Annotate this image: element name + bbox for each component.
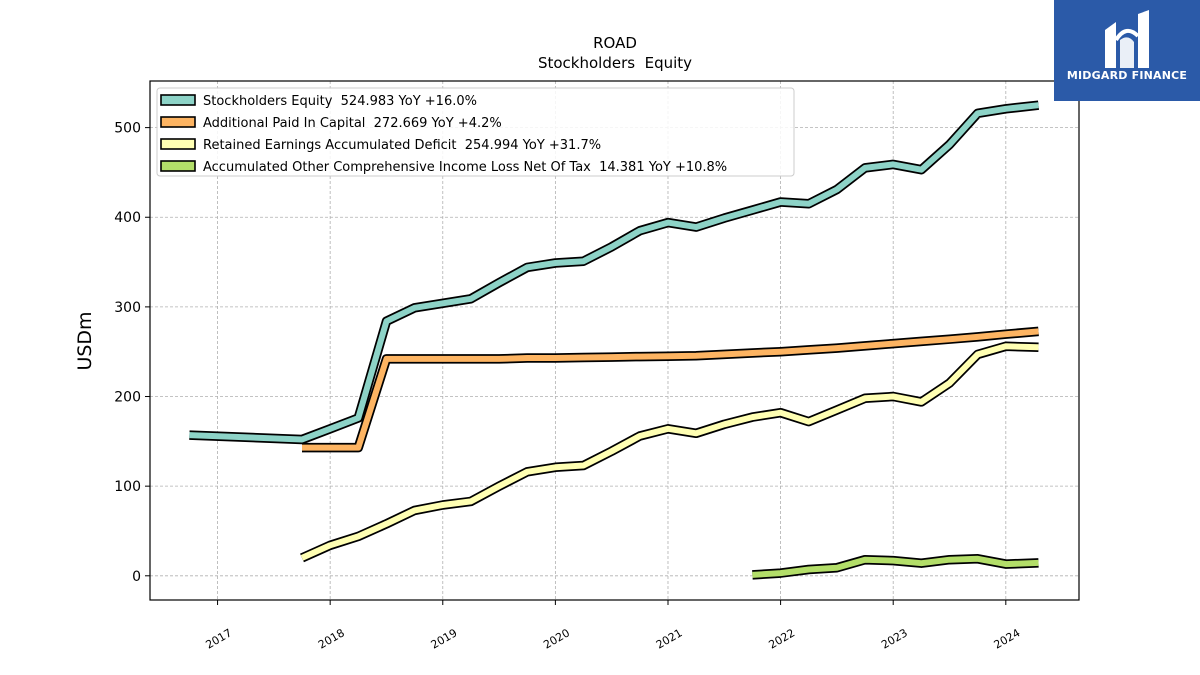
x-tick-label: 2022 (766, 626, 797, 651)
y-axis-label: USDm (74, 311, 96, 370)
series-line (752, 555, 1039, 578)
legend-label: Retained Earnings Accumulated Deficit 25… (203, 138, 601, 153)
x-tick-label: 2020 (541, 626, 572, 651)
series-3 (300, 341, 1039, 563)
brand-logo: MIDGARD FINANCE (1054, 0, 1200, 101)
x-tick-label: 2021 (654, 626, 685, 651)
legend-label: Additional Paid In Capital 272.669 YoY +… (203, 116, 502, 131)
midgard-logo-icon (1105, 10, 1149, 68)
legend-swatch (160, 94, 196, 106)
legend-swatch (160, 116, 196, 128)
y-tick-label: 0 (132, 569, 141, 585)
series-line-outline (300, 341, 1039, 563)
series-1 (189, 100, 1040, 445)
y-tick-label: 300 (114, 300, 141, 316)
x-tick-label: 2024 (992, 626, 1023, 651)
axis-ticks: 0 100 200 300 400 500 2017 2018 2019 2020 2021 2022… (114, 121, 1022, 652)
x-tick-label: 2017 (203, 626, 234, 651)
series-line (302, 328, 1039, 451)
chart-subtitle: Stockholders Equity (538, 54, 692, 72)
series-layer (189, 100, 1040, 580)
legend-swatch (160, 138, 196, 150)
x-tick-label: 2023 (879, 626, 910, 651)
y-tick-label: 500 (114, 121, 141, 137)
series-line (189, 102, 1039, 443)
legend-box (156, 87, 795, 177)
chart-title: ROAD (593, 34, 637, 52)
x-tick-label: 2018 (316, 626, 347, 651)
series-2 (302, 326, 1039, 453)
y-tick-label: 200 (114, 390, 141, 406)
brand-name: MIDGARD FINANCE (1066, 69, 1188, 82)
legend-label: Stockholders Equity 524.983 YoY +16.0% (203, 94, 477, 109)
series-line (300, 343, 1039, 561)
y-tick-label: 400 (114, 210, 141, 226)
legend-label: Accumulated Other Comprehensive Income L… (203, 160, 727, 175)
plot-frame (149, 80, 1080, 601)
x-tick-label: 2019 (429, 626, 460, 651)
legend: Stockholders Equity 524.983 YoY +16.0% Ad… (156, 87, 795, 177)
y-tick-label: 100 (114, 479, 141, 495)
series-4 (752, 554, 1039, 580)
legend-swatch (160, 160, 196, 172)
